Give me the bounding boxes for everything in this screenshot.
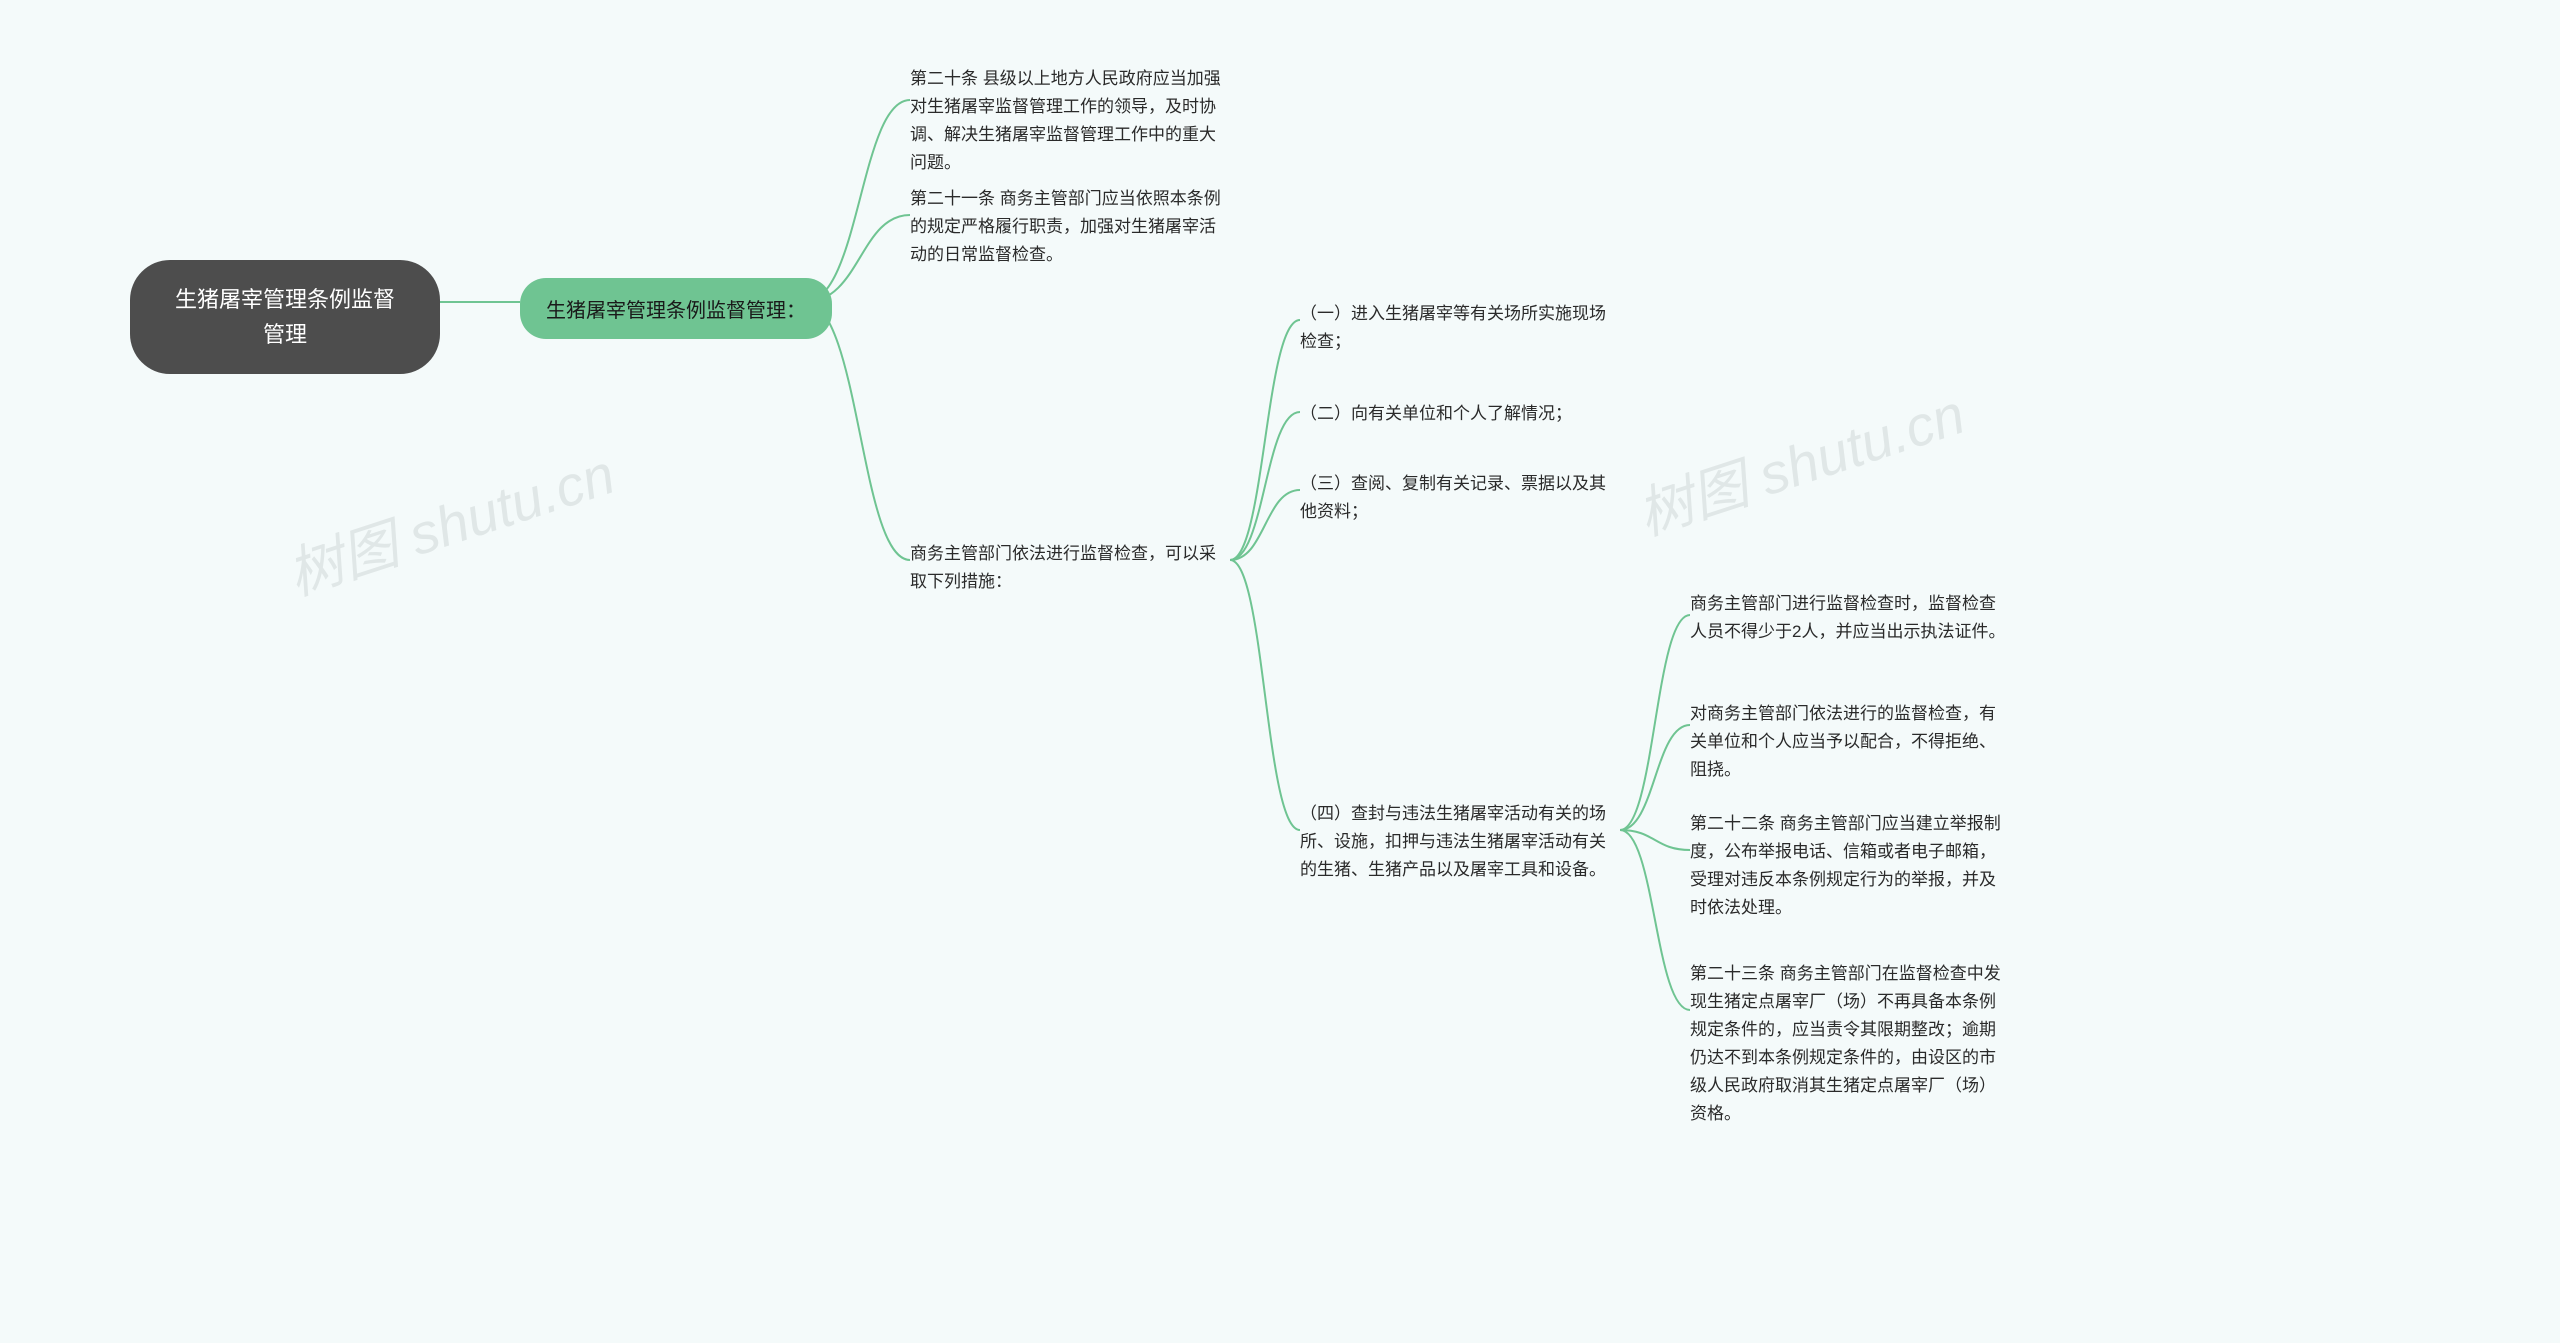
mindmap-node: （三）查阅、复制有关记录、票据以及其他资料； [1300,470,1620,526]
connector-layer [0,0,2560,1343]
mindmap-node: （二）向有关单位和个人了解情况； [1300,400,1620,428]
mindmap-root: 生猪屠宰管理条例监督管理 [130,260,440,374]
mindmap-node: 对商务主管部门依法进行的监督检查，有关单位和个人应当予以配合，不得拒绝、阻挠。 [1690,700,2010,784]
mindmap-node: 商务主管部门进行监督检查时，监督检查人员不得少于2人，并应当出示执法证件。 [1690,590,2010,646]
mindmap-node: （四）查封与违法生猪屠宰活动有关的场所、设施，扣押与违法生猪屠宰活动有关的生猪、… [1300,800,1620,884]
mindmap-node: 第二十一条 商务主管部门应当依照本条例的规定严格履行职责，加强对生猪屠宰活动的日… [910,185,1230,269]
mindmap-node: 第二十二条 商务主管部门应当建立举报制度，公布举报电话、信箱或者电子邮箱，受理对… [1690,810,2010,922]
mindmap-node: （一）进入生猪屠宰等有关场所实施现场检查； [1300,300,1620,356]
mindmap-node: 商务主管部门依法进行监督检查，可以采取下列措施： [910,540,1230,596]
mindmap-level1: 生猪屠宰管理条例监督管理： [520,278,832,339]
mindmap-node: 第二十三条 商务主管部门在监督检查中发现生猪定点屠宰厂（场）不再具备本条例规定条… [1690,960,2010,1128]
mindmap-node: 第二十条 县级以上地方人民政府应当加强对生猪屠宰监督管理工作的领导，及时协调、解… [910,65,1230,177]
